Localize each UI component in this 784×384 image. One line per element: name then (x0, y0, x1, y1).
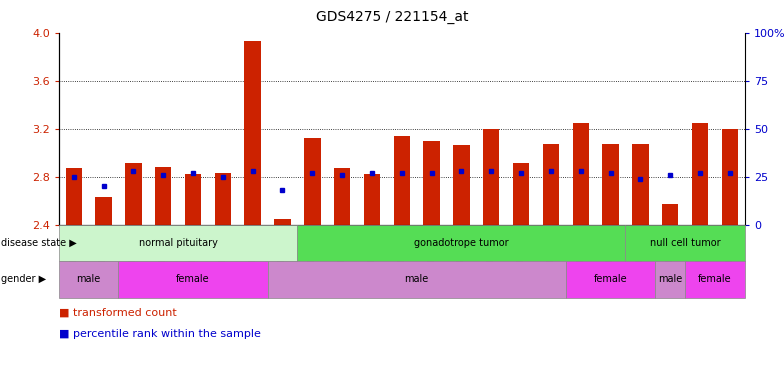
Text: gender ▶: gender ▶ (1, 274, 46, 285)
Text: ■ transformed count: ■ transformed count (59, 308, 176, 318)
Bar (662, 204, 678, 225)
Bar (155, 167, 172, 225)
Bar (304, 138, 321, 225)
Text: male: male (658, 274, 682, 285)
Text: ■ percentile rank within the sample: ■ percentile rank within the sample (59, 329, 260, 339)
Text: GDS4275 / 221154_at: GDS4275 / 221154_at (316, 10, 468, 23)
Text: female: female (699, 274, 731, 285)
Bar (722, 129, 738, 225)
Bar (632, 144, 648, 225)
Bar (394, 136, 410, 225)
Text: gonadotrope tumor: gonadotrope tumor (414, 238, 509, 248)
Bar (185, 174, 201, 225)
Bar (453, 146, 470, 225)
Text: female: female (176, 274, 210, 285)
Bar (513, 164, 529, 225)
Bar (245, 41, 261, 225)
Bar (125, 164, 142, 225)
Bar (543, 144, 559, 225)
Bar (66, 168, 82, 225)
Bar (572, 122, 589, 225)
Text: disease state ▶: disease state ▶ (1, 238, 77, 248)
Bar (483, 129, 499, 225)
Bar (334, 168, 350, 225)
Bar (215, 173, 231, 225)
Bar (691, 122, 708, 225)
Text: null cell tumor: null cell tumor (650, 238, 720, 248)
Bar (423, 141, 440, 225)
Text: male: male (77, 274, 101, 285)
Text: male: male (405, 274, 429, 285)
Bar (274, 218, 291, 225)
Text: female: female (593, 274, 627, 285)
Bar (364, 174, 380, 225)
Bar (96, 197, 112, 225)
Bar (602, 144, 619, 225)
Text: normal pituitary: normal pituitary (139, 238, 217, 248)
